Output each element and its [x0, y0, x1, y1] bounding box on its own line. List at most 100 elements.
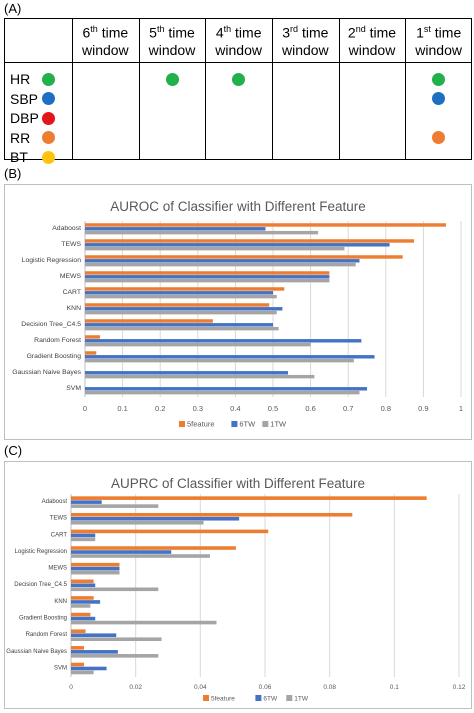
category-label: Logistic Regression [15, 549, 67, 555]
variable-dot-icon [42, 131, 55, 144]
window-word: time [97, 24, 129, 41]
window-header-line1: 6th time [83, 21, 129, 42]
legend-swatch [262, 421, 269, 427]
window-column-header: 3rd time window [272, 18, 339, 62]
bar [71, 637, 162, 641]
bar [85, 387, 367, 391]
bar [71, 646, 84, 650]
category-label: CART [51, 532, 68, 538]
variable-label: DBP [10, 110, 39, 126]
window-column-header: 2nd time window [339, 18, 406, 62]
window-ordinal-suffix: rd [290, 24, 299, 35]
window-header-line2: window [81, 41, 129, 58]
bar [85, 307, 283, 311]
bar [85, 223, 446, 227]
category-label: Logistic Regression [22, 257, 82, 264]
bar [85, 291, 273, 295]
x-tick-label: 0.7 [343, 404, 353, 413]
x-tick-label: 0.04 [194, 684, 207, 691]
bar [85, 326, 279, 331]
bar [85, 355, 375, 359]
window-ordinal-suffix: th [223, 24, 232, 35]
x-tick-label: 0.12 [453, 684, 466, 691]
window-header-line1: 5th time [149, 21, 195, 42]
bar [85, 230, 319, 235]
bar [71, 670, 94, 675]
window-feature-dot-icon [432, 131, 446, 144]
window-ordinal: 3 [282, 24, 291, 41]
table-grid-line [72, 18, 73, 160]
window-ordinal: 4 [215, 24, 224, 41]
category-label: Adaboost [42, 499, 68, 505]
bar [85, 339, 362, 343]
auroc-chart-svg: AUROC of Classifier with Different Featu… [5, 185, 471, 439]
window-column-header: 4th time window [205, 18, 272, 62]
bar [85, 371, 289, 375]
bar [71, 533, 96, 538]
chart-title: AUROC of Classifier with Different Featu… [110, 199, 366, 214]
bar [71, 666, 107, 671]
bar [85, 262, 356, 267]
bar [71, 633, 117, 638]
bar [71, 616, 96, 621]
legend-swatch [203, 695, 209, 701]
window-column-header: 5th time window [139, 18, 206, 62]
bar [85, 255, 403, 259]
bar [85, 287, 285, 291]
category-label: Random Forest [34, 337, 81, 344]
table-grid-line [272, 18, 273, 160]
bar [85, 239, 414, 243]
x-tick-label: 0 [83, 404, 87, 413]
category-label: TEWS [50, 516, 67, 522]
bar [85, 275, 330, 279]
bar [85, 310, 277, 315]
bar [85, 227, 266, 231]
bar [71, 570, 120, 575]
bar [71, 604, 91, 608]
bar [85, 294, 277, 299]
bar [71, 529, 269, 534]
window-word: time [164, 24, 195, 41]
legend-label: 1TW [294, 696, 309, 703]
x-tick-label: 0.6 [305, 404, 315, 413]
bar [85, 278, 330, 283]
variable-label: BT [10, 149, 28, 165]
legend-swatch [255, 695, 262, 701]
x-tick-label: 0.4 [230, 404, 240, 413]
bar [71, 512, 353, 517]
window-column-header: 6th time window [72, 18, 139, 62]
window-ordinal-suffix: th [90, 24, 98, 35]
category-label: Gaussian Naive Bayes [12, 369, 81, 376]
x-tick-label: 0.06 [259, 684, 272, 691]
bar [71, 546, 236, 550]
category-label: KNN [54, 599, 67, 605]
x-tick-label: 0.5 [268, 404, 278, 413]
bar [71, 587, 159, 592]
panel-c-label: (C) [4, 443, 23, 458]
variable-label: SBP [10, 90, 39, 107]
bar [85, 351, 97, 355]
table-grid-line [338, 18, 340, 160]
category-label: Gradient Boosting [27, 353, 82, 360]
window-header-line2: window [281, 41, 329, 58]
category-label: Decision Tree_C4.5 [14, 582, 67, 588]
window-feature-dot-icon [432, 92, 446, 105]
table-grid-line [205, 18, 207, 160]
category-label: MEWS [48, 566, 67, 572]
window-header-line2: window [415, 41, 462, 58]
bar [71, 520, 204, 525]
auprc-chart: AUPRC of Classifier with Different Featu… [4, 461, 472, 709]
bar [71, 562, 120, 567]
variable-dot-icon [42, 150, 55, 164]
window-feature-dot-icon [232, 72, 246, 86]
table-grid-line [4, 159, 472, 160]
bar [71, 500, 102, 504]
table-grid-line [405, 18, 407, 160]
x-tick-label: 0.1 [390, 684, 399, 691]
legend-swatch [231, 421, 238, 427]
panel-b-label: (B) [4, 166, 22, 181]
x-tick-label: 0 [69, 684, 73, 691]
legend-label: 6TW [263, 696, 278, 703]
window-feature-dot-icon [165, 72, 179, 86]
bar [85, 271, 330, 275]
